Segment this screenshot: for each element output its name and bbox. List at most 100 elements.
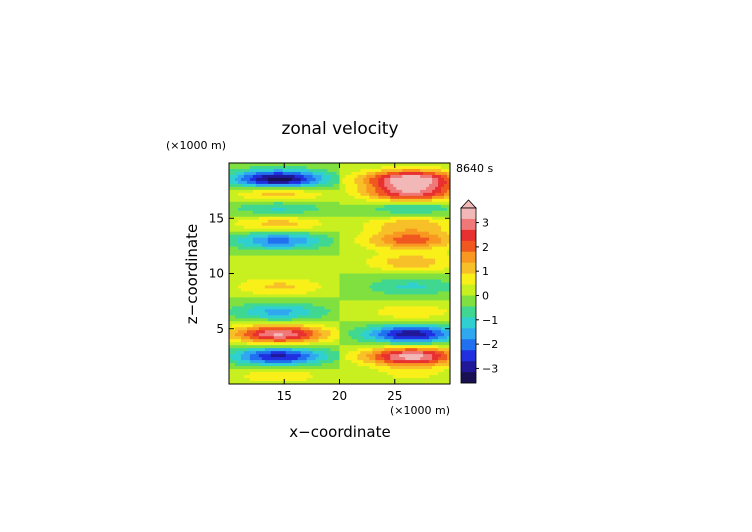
contour-cell: [435, 165, 439, 170]
contour-cell: [315, 210, 319, 215]
contour-cell: [294, 195, 299, 200]
contour-cell: [315, 333, 319, 337]
contour-cell: [300, 351, 305, 355]
contour-cell: [402, 342, 406, 346]
contour-cell: [390, 336, 394, 340]
contour-cell: [435, 276, 439, 280]
contour-cell: [240, 318, 245, 322]
contour-cell: [351, 207, 355, 212]
contour-cell: [249, 192, 254, 197]
contour-cell: [255, 183, 260, 188]
contour-cell: [300, 195, 305, 200]
contour-cell: [411, 231, 415, 236]
contour-cell: [240, 351, 245, 355]
contour-cell: [282, 327, 287, 331]
contour-cell: [234, 336, 239, 340]
contour-cell: [339, 210, 343, 215]
contour-cell: [408, 360, 412, 364]
contour-cell: [229, 237, 233, 242]
contour-cell: [273, 183, 278, 188]
contour-cell: [363, 288, 367, 292]
contour-cell: [363, 330, 367, 334]
contour-cell: [402, 216, 406, 221]
contour-cell: [270, 240, 275, 245]
contour-cell: [288, 186, 293, 191]
contour-cell: [336, 255, 340, 259]
contour-cell: [432, 246, 436, 251]
contour-cell: [291, 294, 296, 298]
contour-cell: [447, 234, 451, 239]
contour-cell: [423, 201, 427, 206]
contour-cell: [267, 348, 272, 352]
contour-cell: [387, 303, 391, 307]
contour-cell: [285, 360, 290, 364]
contour-cell: [420, 270, 424, 274]
contour-cell: [420, 249, 424, 253]
contour-cell: [447, 273, 451, 277]
contour-cell: [294, 276, 299, 280]
contour-cell: [285, 177, 290, 182]
contour-cell: [339, 276, 343, 280]
contour-cell: [276, 180, 281, 185]
contour-cell: [285, 246, 290, 251]
contour-cell: [408, 213, 412, 218]
contour-cell: [267, 270, 272, 274]
contour-cell: [336, 249, 340, 253]
contour-cell: [258, 303, 263, 307]
contour-cell: [372, 210, 376, 215]
contour-cell: [336, 204, 340, 209]
contour-cell: [417, 165, 421, 170]
contour-cell: [351, 222, 355, 227]
contour-cell: [336, 258, 340, 262]
contour-cell: [237, 363, 242, 367]
contour-cell: [264, 309, 269, 313]
contour-cell: [426, 174, 430, 179]
contour-cell: [297, 228, 302, 233]
contour-cell: [357, 204, 361, 209]
contour-cell: [348, 291, 352, 295]
contour-cell: [447, 198, 451, 203]
contour-cell: [246, 282, 251, 286]
contour-cell: [390, 216, 394, 221]
contour-cell: [369, 168, 373, 173]
contour-cell: [429, 264, 433, 268]
contour-cell: [414, 309, 418, 313]
contour-cell: [339, 198, 343, 203]
contour-cell: [300, 222, 305, 227]
contour-cell: [321, 309, 325, 313]
contour-cell: [270, 279, 275, 283]
contour-cell: [339, 297, 343, 301]
contour-cell: [249, 318, 254, 322]
contour-cell: [396, 219, 400, 224]
contour-cell: [339, 252, 343, 256]
contour-cell: [420, 297, 424, 301]
contour-cell: [438, 171, 442, 176]
contour-cell: [414, 297, 418, 301]
contour-cell: [309, 237, 314, 242]
contour-cell: [429, 351, 433, 355]
contour-cell: [282, 177, 287, 182]
contour-cell: [384, 219, 388, 224]
contour-cell: [255, 291, 260, 295]
contour-cell: [366, 258, 370, 262]
contour-cell: [333, 201, 337, 206]
contour-cell: [312, 201, 317, 206]
contour-cell: [396, 294, 400, 298]
contour-cell: [429, 163, 433, 167]
contour-cell: [273, 351, 278, 355]
contour-cell: [414, 201, 418, 206]
contour-cell: [405, 294, 409, 298]
contour-cell: [432, 258, 436, 262]
contour-cell: [390, 213, 394, 218]
contour-cell: [270, 216, 275, 221]
contour-cell: [243, 336, 248, 340]
contour-cell: [348, 288, 352, 292]
contour-cell: [303, 285, 308, 289]
contour-cell: [321, 339, 325, 343]
contour-cell: [330, 306, 334, 310]
contour-cell: [441, 210, 445, 215]
contour-cell: [348, 192, 352, 197]
contour-cell: [234, 168, 239, 173]
contour-cell: [435, 207, 439, 212]
contour-cell: [243, 300, 248, 304]
